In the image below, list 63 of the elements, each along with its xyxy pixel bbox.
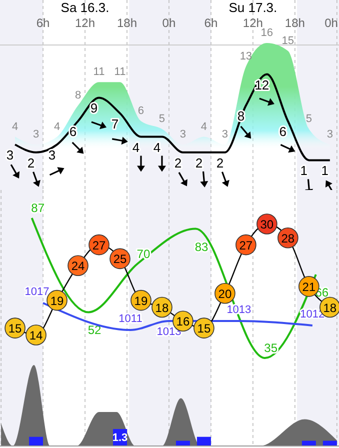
- data-label: 1017: [24, 286, 50, 298]
- data-label: 16: [176, 314, 190, 329]
- data-label: 3: [32, 128, 40, 141]
- data-label: 27: [239, 238, 253, 252]
- x-tick-label: 12h: [74, 16, 96, 30]
- data-label: 4: [132, 140, 140, 155]
- data-label: 15: [282, 34, 294, 47]
- data-label: 11: [93, 66, 105, 78]
- data-label: 2: [195, 155, 203, 170]
- data-label: 2: [216, 155, 224, 170]
- data-label: 8: [74, 90, 82, 102]
- data-label: 28: [281, 231, 295, 246]
- data-label: 14: [29, 328, 44, 342]
- data-label: 4: [153, 140, 161, 155]
- data-label: 87: [31, 201, 45, 215]
- x2-tick-label: Sa 16.3.: [60, 0, 110, 15]
- data-label: 5: [306, 112, 312, 125]
- data-label: 3: [6, 148, 14, 163]
- data-label: 18: [323, 300, 337, 315]
- data-label: 27: [92, 238, 106, 252]
- data-label: 1: [300, 163, 308, 178]
- data-label: 11: [114, 66, 126, 78]
- data-label: 1: [321, 163, 329, 178]
- data-label: 19: [134, 294, 148, 308]
- data-label: 19: [50, 294, 64, 308]
- data-label: 3: [180, 128, 186, 141]
- data-label: 15: [8, 322, 22, 336]
- data-label: 3: [222, 128, 228, 141]
- data-label: 83: [194, 240, 209, 254]
- x2-tick-label: Su 17.3.: [228, 0, 278, 15]
- data-label: 7: [111, 116, 119, 132]
- data-label: 35: [264, 341, 278, 355]
- data-label: 6: [138, 105, 144, 118]
- data-label: 2: [174, 155, 182, 170]
- data-label: 9: [90, 100, 98, 116]
- data-label: 16: [260, 27, 274, 39]
- data-label: 4: [54, 120, 60, 133]
- x-tick-label: 0h: [324, 16, 338, 30]
- data-label: 25: [113, 252, 127, 266]
- data-label: 3: [48, 148, 56, 163]
- data-label: 15: [197, 322, 211, 336]
- data-label: 2: [27, 155, 35, 170]
- data-label: 20: [218, 286, 232, 301]
- data-label: 3: [326, 128, 333, 141]
- data-label: 30: [260, 218, 274, 232]
- x-tick-label: 6h: [36, 16, 50, 30]
- data-label: 1011: [118, 313, 142, 325]
- data-label: 18: [155, 300, 169, 315]
- x-tick-label: 12h: [242, 16, 263, 30]
- x-tick-label: 18h: [116, 16, 138, 30]
- x-tick-label: 18h: [284, 16, 305, 30]
- data-label: 70: [136, 246, 150, 261]
- data-label: 4: [200, 120, 208, 133]
- x-tick-label: 6h: [204, 16, 218, 30]
- data-label: 21: [302, 280, 316, 294]
- data-label: 5: [158, 112, 166, 125]
- data-label: 13: [240, 50, 252, 62]
- data-label: 52: [88, 323, 102, 338]
- data-label: 6: [279, 124, 287, 140]
- data-label: 4: [12, 120, 18, 133]
- data-label: 6: [69, 124, 77, 140]
- data-label: 24: [71, 259, 86, 274]
- x-tick-label: 0h: [162, 16, 176, 30]
